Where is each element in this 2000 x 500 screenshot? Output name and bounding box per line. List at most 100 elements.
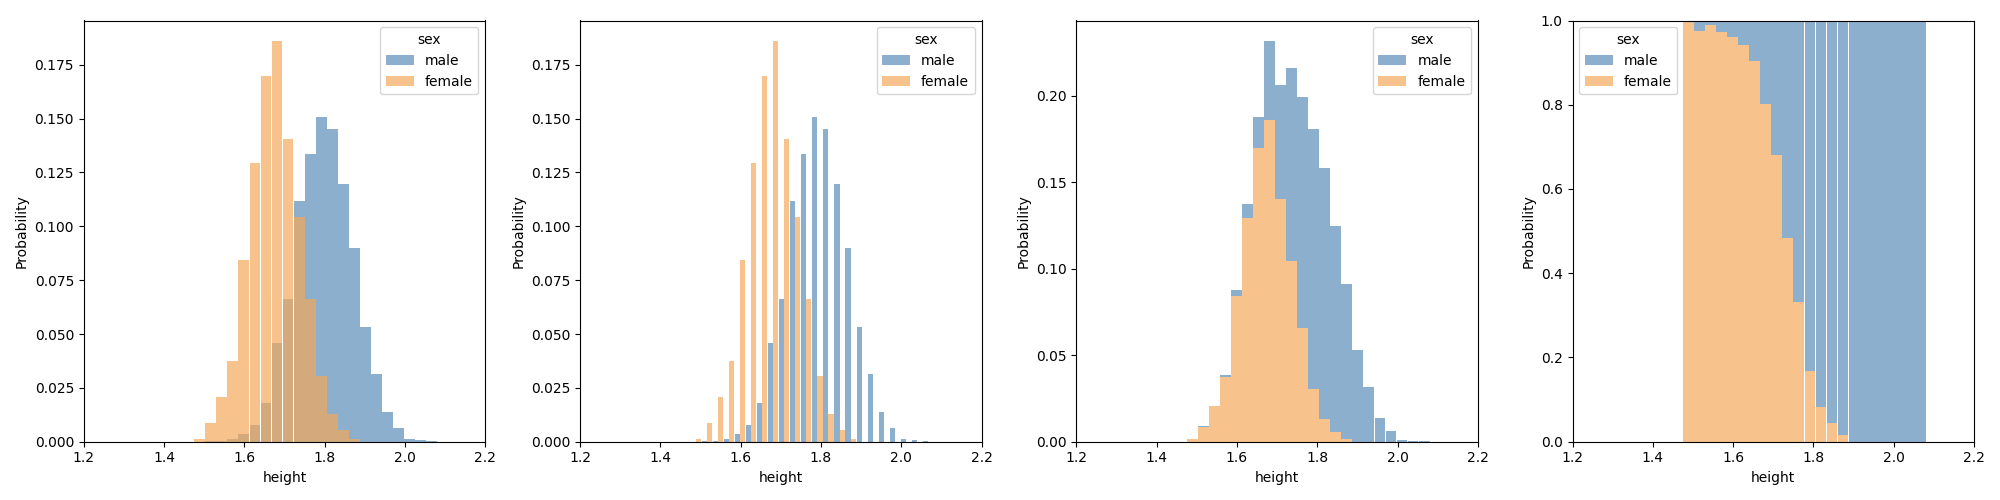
Bar (812, 118, 818, 442)
Bar (768, 343, 774, 442)
Bar (1308, 128, 1320, 389)
Bar (752, 162, 756, 442)
X-axis label: height: height (1254, 471, 1300, 485)
Bar (1716, 20, 1728, 32)
Bar (1276, 84, 1286, 199)
Bar (1728, 37, 1738, 442)
Bar (1804, 20, 1816, 371)
Y-axis label: Probability: Probability (512, 194, 526, 268)
Bar (194, 438, 206, 442)
Bar (1838, 20, 1848, 435)
Bar (1794, 302, 1804, 442)
Bar (1826, 20, 1838, 423)
Bar (394, 428, 404, 442)
Bar (272, 343, 282, 442)
Bar (736, 434, 740, 442)
Bar (890, 428, 894, 442)
Bar (746, 424, 752, 442)
Bar (1364, 387, 1374, 442)
Bar (326, 129, 338, 442)
Bar (294, 216, 304, 442)
Bar (1230, 296, 1242, 442)
Bar (850, 438, 856, 442)
Bar (1772, 156, 1782, 442)
Bar (1254, 148, 1264, 442)
Bar (216, 397, 228, 442)
Bar (348, 438, 360, 442)
Bar (1242, 218, 1252, 442)
Bar (1286, 68, 1298, 261)
Bar (1694, 30, 1704, 442)
Bar (316, 118, 326, 442)
Bar (338, 184, 348, 442)
Bar (696, 438, 702, 442)
Bar (1242, 204, 1252, 218)
Bar (370, 374, 382, 442)
Bar (294, 201, 304, 442)
Bar (1330, 432, 1342, 442)
Bar (1782, 20, 1794, 238)
Bar (1750, 20, 1760, 61)
Bar (1716, 32, 1728, 442)
Bar (1694, 20, 1704, 30)
Bar (1220, 376, 1230, 377)
Bar (1892, 20, 1904, 442)
X-axis label: height: height (1752, 471, 1796, 485)
Bar (1794, 20, 1804, 302)
Bar (1198, 426, 1208, 442)
Bar (382, 412, 392, 442)
Bar (790, 201, 796, 442)
Bar (1386, 430, 1396, 442)
Bar (856, 328, 862, 442)
Bar (1342, 284, 1352, 439)
Bar (912, 440, 916, 442)
Bar (784, 139, 790, 442)
Bar (1882, 20, 1892, 442)
Bar (708, 423, 712, 442)
Bar (1870, 20, 1882, 442)
Bar (348, 248, 360, 442)
Bar (260, 402, 272, 442)
Bar (338, 430, 348, 442)
Bar (1706, 20, 1716, 25)
Bar (228, 440, 238, 442)
Bar (740, 260, 746, 442)
Bar (1904, 20, 1914, 442)
Bar (1816, 20, 1826, 407)
Bar (316, 376, 326, 442)
Bar (282, 300, 294, 442)
Bar (1230, 290, 1242, 296)
Bar (1804, 371, 1816, 442)
Bar (282, 139, 294, 442)
Bar (1220, 377, 1230, 442)
Bar (1860, 20, 1870, 442)
Bar (824, 129, 828, 442)
Legend: male, female: male, female (1372, 28, 1470, 94)
Bar (1728, 20, 1738, 37)
Bar (1408, 440, 1418, 442)
Bar (416, 440, 426, 442)
Bar (1352, 350, 1364, 442)
Bar (238, 434, 250, 442)
Bar (900, 440, 906, 442)
Bar (1826, 424, 1838, 442)
Bar (250, 162, 260, 442)
Bar (1760, 20, 1772, 103)
Bar (1264, 40, 1274, 120)
Bar (1320, 419, 1330, 442)
Bar (1320, 168, 1330, 419)
Bar (326, 414, 338, 442)
Bar (828, 414, 834, 442)
Bar (1330, 226, 1342, 432)
Bar (1254, 116, 1264, 148)
Bar (718, 397, 724, 442)
Bar (1186, 439, 1198, 442)
Bar (762, 76, 768, 442)
Bar (304, 300, 316, 442)
Bar (360, 328, 370, 442)
Bar (806, 300, 812, 442)
Bar (238, 260, 250, 442)
Bar (1738, 44, 1750, 442)
Bar (250, 424, 260, 442)
Bar (1750, 61, 1760, 442)
